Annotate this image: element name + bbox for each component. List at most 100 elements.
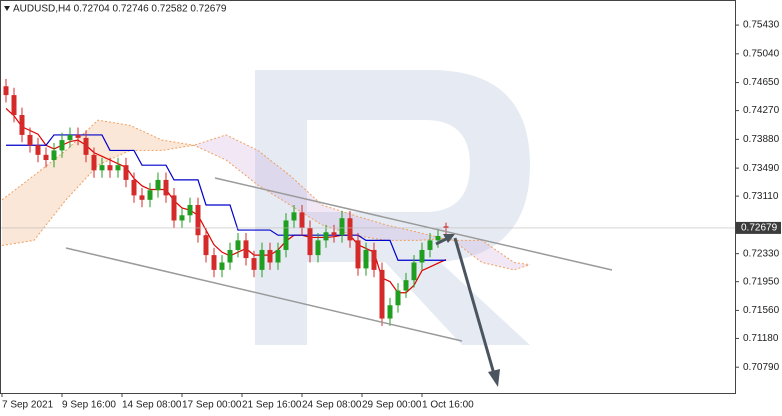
x-tick-label: 9 Sep 16:00 [62,400,116,411]
candle-body [283,220,289,250]
candle-body [27,134,33,146]
arrow-down-shaft [453,237,496,375]
candle-body [139,195,145,200]
candle-body [315,240,321,256]
candle-body [435,235,441,241]
arrow-up-head [443,234,455,243]
candle-body [339,218,345,236]
candle-body [171,195,177,221]
candle-body [123,165,129,180]
plot-area [0,78,735,326]
candle-body [19,115,25,135]
candle-body [379,269,385,319]
cloud-segment [226,134,258,186]
candle-body [211,255,217,270]
y-tick-label: 0.72330 [743,248,780,259]
candle-body [147,190,153,200]
y-tick-label: 0.73110 [743,191,779,202]
y-tick-label: 0.75430 [743,20,780,31]
candle-body [99,165,105,171]
x-tick-label: 21 Sep 16:00 [242,400,302,411]
x-tick-label: 1 Oct 16:00 [422,400,474,411]
candle-body [131,179,137,196]
candle-body [307,227,313,256]
arrow-down-head [488,369,500,387]
y-tick-label: 0.71560 [743,305,780,316]
candle-body [83,137,89,155]
symbol-menu-icon [4,6,10,11]
candle-body [419,249,425,263]
indicator-line [6,134,446,261]
candle-body [443,226,449,228]
candle-body [43,154,49,161]
candle-body [395,290,401,306]
x-tick-label: 7 Sep 2021 [2,400,54,411]
candle-body [11,95,17,116]
last-price-label: 0.72679 [741,223,778,234]
x-tick-label: 14 Sep 08:00 [122,400,182,411]
candle-body [3,86,9,96]
candle-body [411,262,417,281]
y-tick-label: 0.75040 [743,48,780,59]
candle-body [427,240,433,250]
candle-body [299,212,305,228]
cloud-segment [66,120,98,200]
candle-body [227,249,233,263]
cloud-segment [162,140,194,151]
channel-lower [65,247,463,342]
candle-body [35,145,41,155]
chart-title: AUDUSD,H4 0.72704 0.72746 0.72582 0.7267… [13,4,227,15]
candle-body [275,249,281,263]
candle-body [355,240,361,269]
x-tick-label: 29 Sep 00:00 [362,400,422,411]
forecast-arrows [435,234,500,387]
cloud-segment [450,238,482,263]
annotations [65,177,613,342]
candle-body [179,215,185,221]
candle-body [371,249,377,270]
candle-body [251,258,257,270]
candle-body [347,218,353,241]
y-tick-label: 0.70790 [743,362,780,373]
cloud-segment [194,134,226,161]
candle-body [91,154,97,171]
candle-body [195,204,201,236]
cloud-segment [130,125,162,151]
cloud-segment [258,150,290,205]
plot-border [0,0,736,394]
candle-body [67,134,73,141]
y-tick-label: 0.73490 [743,163,780,174]
candle-body [107,165,113,171]
candle-body [363,249,369,269]
watermark-bowl [307,70,530,345]
last-price-box [736,221,781,234]
x-tick-label: 17 Sep 00:00 [182,400,242,411]
cloud-span-b [1,134,531,266]
candle-body [203,235,209,256]
y-tick-label: 0.73880 [743,134,780,145]
candle-body [155,179,161,191]
y-tick-label: 0.74270 [743,105,780,116]
y-tick-label: 0.71180 [743,333,779,344]
candle-body [331,232,337,236]
cloud-segment [290,175,322,225]
candle-body [259,249,265,270]
cloud-segment [34,150,66,241]
candle-body [187,204,193,216]
cloud-segment [386,224,418,241]
candle-body [403,280,409,291]
y-tick-label: 0.71950 [743,276,780,287]
candle-body [323,232,329,241]
candle-body [51,150,57,161]
candle-body [163,179,169,196]
candle-body [235,240,241,250]
x-tick-label: 24 Sep 08:00 [302,400,362,411]
candle-body [387,305,393,319]
candle-body [75,134,81,138]
candle-body [219,262,225,270]
candle-body [267,249,273,263]
y-tick-label: 0.74650 [743,77,780,88]
channel-upper [214,177,613,271]
